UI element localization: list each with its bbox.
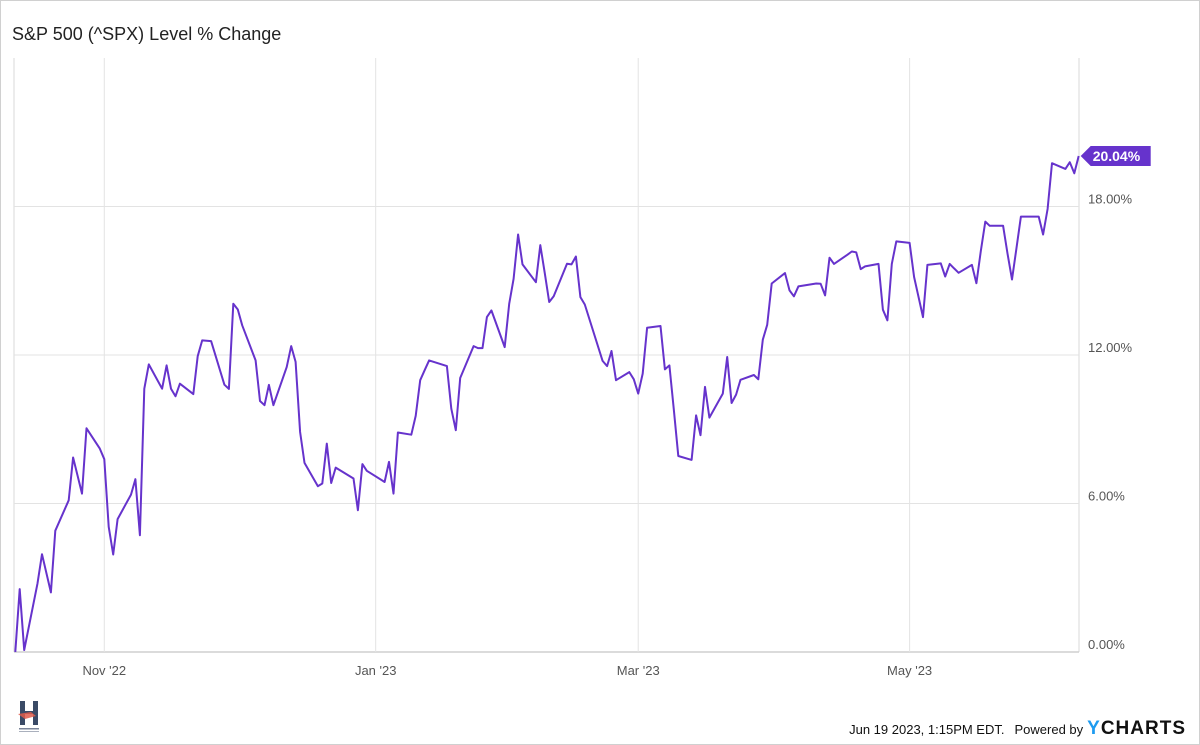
x-axis-ticks: Nov '22 Jan '23 Mar '23 May '23 bbox=[82, 663, 932, 678]
series-layer bbox=[14, 155, 1080, 653]
chart-title: S&P 500 (^SPX) Level % Change bbox=[12, 24, 282, 44]
last-value-text: 20.04% bbox=[1093, 148, 1141, 164]
footer: Jun 19 2023, 1:15PM EDT. Powered by YCHA… bbox=[849, 718, 1186, 740]
ycharts-logo[interactable]: YCHARTS bbox=[1087, 718, 1186, 740]
x-tick-label: Mar '23 bbox=[617, 663, 660, 678]
ycharts-logo-y: Y bbox=[1087, 718, 1101, 739]
x-tick-label: Jan '23 bbox=[355, 663, 397, 678]
gridlines bbox=[13, 58, 1080, 653]
timestamp: Jun 19 2023, 1:15PM EDT. bbox=[849, 721, 1005, 737]
x-tick-label: Nov '22 bbox=[82, 663, 126, 678]
y-tick-label: 0.00% bbox=[1088, 637, 1125, 652]
h-logo-icon bbox=[18, 701, 39, 732]
y-axis-ticks: 0.00% 6.00% 12.00% 18.00% bbox=[1088, 192, 1133, 653]
last-value-badge bbox=[1080, 146, 1151, 167]
y-tick-label: 18.00% bbox=[1088, 192, 1133, 207]
y-tick-label: 12.00% bbox=[1088, 340, 1133, 355]
ycharts-logo-text: CHARTS bbox=[1100, 718, 1186, 739]
x-tick-label: May '23 bbox=[887, 663, 932, 678]
y-tick-label: 6.00% bbox=[1088, 489, 1125, 504]
last-value-label: 20.04% bbox=[1080, 146, 1151, 167]
powered-by-label: Powered by bbox=[1014, 721, 1084, 737]
series-line bbox=[14, 155, 1080, 653]
